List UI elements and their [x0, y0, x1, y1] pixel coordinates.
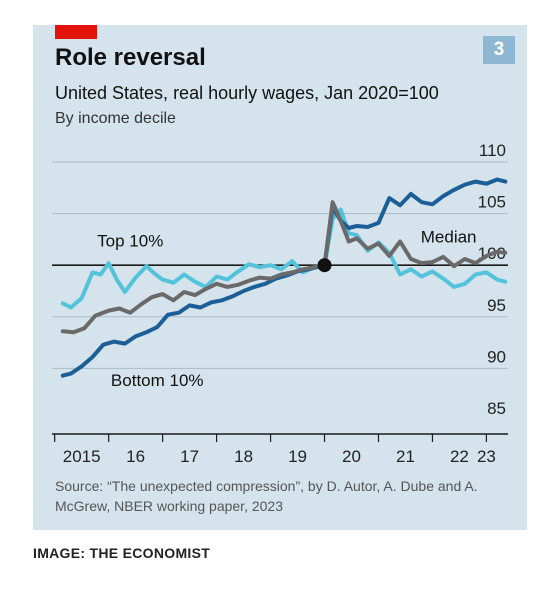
series-label: Bottom 10% [111, 371, 204, 390]
chart-number-badge: 3 [483, 36, 515, 64]
y-tick-label: 95 [487, 296, 506, 315]
x-tick-label: 21 [396, 447, 415, 466]
reference-point [317, 258, 332, 273]
x-tick-label: 23 [477, 447, 496, 466]
x-tick-label: 19 [288, 447, 307, 466]
y-tick-label: 105 [478, 193, 506, 212]
x-tick-label: 20 [342, 447, 361, 466]
x-tick-label: 17 [180, 447, 199, 466]
series-line-median [60, 200, 508, 335]
x-tick-label: 16 [126, 447, 145, 466]
y-tick-label: 90 [487, 347, 506, 366]
series-label: Top 10% [97, 232, 163, 251]
x-tick-label: 2015 [63, 447, 101, 466]
source-note: Source: “The unexpected compression”, by… [55, 478, 478, 514]
brand-accent-bar [55, 25, 97, 39]
y-tick-label: 110 [479, 141, 506, 160]
x-tick-label: 22 [450, 447, 469, 466]
image-credit: IMAGE: THE ECONOMIST [33, 545, 211, 561]
chart-title: Role reversal [55, 44, 206, 71]
chart-subtitle: United States, real hourly wages, Jan 20… [55, 83, 439, 103]
x-tick-label: 18 [234, 447, 253, 466]
chart-subsubtitle: By income decile [55, 110, 176, 127]
y-tick-label: 85 [487, 399, 506, 418]
series-label: Median [421, 227, 477, 246]
series-line-top10 [60, 207, 508, 310]
